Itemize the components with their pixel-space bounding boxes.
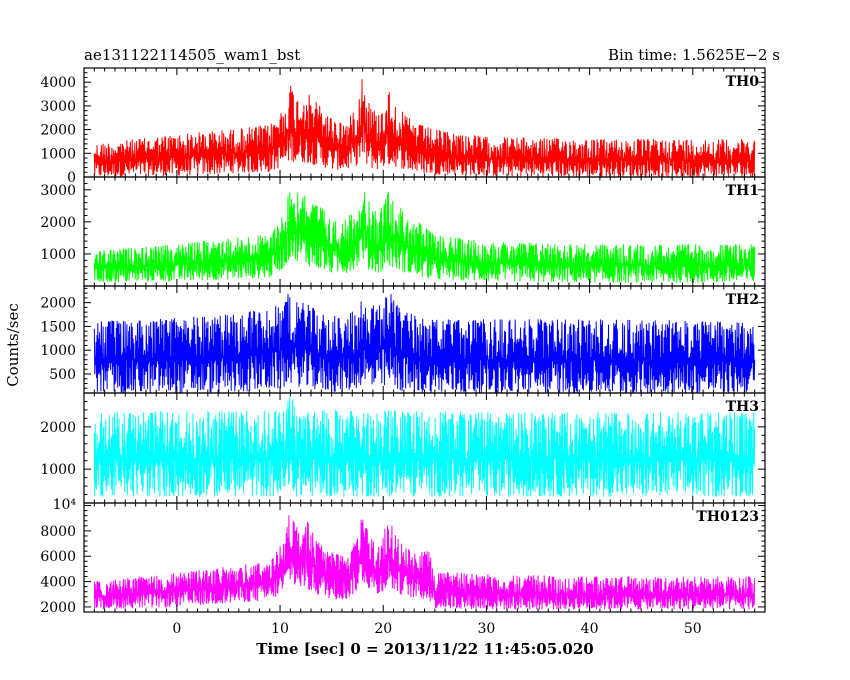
panel-th3: 1000 2000 TH3 bbox=[40, 392, 766, 504]
chart-title-right: Bin time: 1.5625E−2 s bbox=[608, 46, 780, 64]
x-tick-label: 0 bbox=[172, 621, 181, 637]
series-line-th0123 bbox=[93, 515, 756, 610]
y-tick-label: 2000 bbox=[40, 600, 76, 616]
series-line-th2 bbox=[93, 293, 756, 393]
x-axis-label: Time [sec] 0 = 2013/11/22 11:45:05.020 bbox=[256, 640, 593, 658]
chart-title-left: ae131122114505_wam1_bst bbox=[84, 46, 300, 64]
y-tick-label: 6000 bbox=[40, 549, 76, 565]
y-tick-label: 1000 bbox=[40, 146, 76, 162]
panels-group: 0 1000 2000 3000 4000 TH0 1000 2000 3000 TH1 500 10… bbox=[40, 67, 766, 616]
x-tick-label: 50 bbox=[684, 621, 702, 637]
y-tick-label: 1000 bbox=[40, 247, 76, 263]
panel-th1: 1000 2000 3000 TH1 bbox=[40, 176, 766, 287]
y-tick-label: 8000 bbox=[40, 524, 76, 540]
y-tick-label: 3000 bbox=[40, 183, 76, 199]
panel-th0: 0 1000 2000 3000 4000 TH0 bbox=[40, 67, 766, 186]
x-tick-label: 10 bbox=[271, 621, 289, 637]
y-tick-label: 0 bbox=[67, 170, 76, 186]
series-line-th1 bbox=[93, 191, 756, 283]
y-tick-label: 1500 bbox=[40, 319, 76, 335]
x-tick-label: 30 bbox=[477, 621, 495, 637]
panel-name-label: TH0 bbox=[726, 74, 760, 90]
series-line-th0 bbox=[93, 79, 756, 177]
panel-name-label: TH1 bbox=[726, 183, 759, 199]
panel-name-label: TH0123 bbox=[696, 509, 759, 525]
y-tick-label: 3000 bbox=[40, 99, 76, 115]
panel-name-label: TH2 bbox=[726, 292, 759, 308]
panel-name-label: TH3 bbox=[726, 399, 759, 415]
y-tick-label: 2000 bbox=[40, 215, 76, 231]
y-axis-label: Counts/sec bbox=[4, 303, 22, 387]
y-top-label: 10⁴ bbox=[53, 497, 77, 513]
y-tick-label: 1000 bbox=[40, 462, 76, 478]
panel-th0123: 2000 4000 6000 8000 10⁴ TH0123 bbox=[40, 497, 766, 616]
y-tick-label: 2000 bbox=[40, 123, 76, 139]
y-tick-label: 1000 bbox=[40, 343, 76, 359]
y-tick-label: 4000 bbox=[40, 75, 76, 91]
x-tick-label: 40 bbox=[581, 621, 599, 637]
x-tick-label: 20 bbox=[374, 621, 392, 637]
y-tick-label: 500 bbox=[49, 367, 76, 383]
panel-th2: 500 1000 1500 2000 TH2 bbox=[40, 285, 766, 394]
y-tick-label: 2000 bbox=[40, 296, 76, 312]
series-line-th3 bbox=[93, 397, 756, 497]
y-tick-label: 4000 bbox=[40, 575, 76, 591]
y-tick-label: 2000 bbox=[40, 420, 76, 436]
x-axis: 0 10 20 30 40 50 bbox=[172, 621, 701, 637]
